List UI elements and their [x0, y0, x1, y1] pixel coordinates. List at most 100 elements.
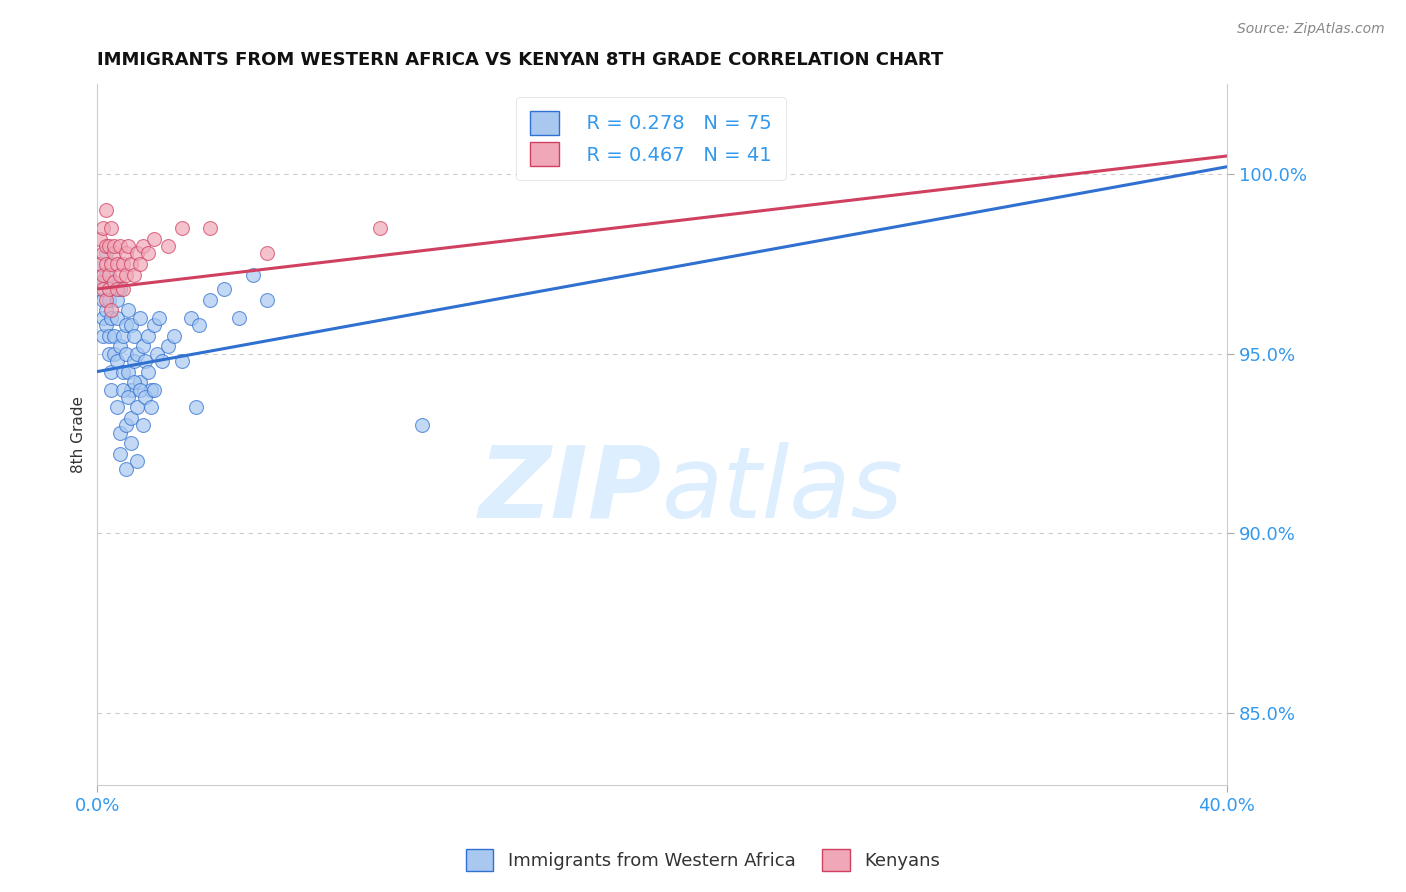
Point — [125, 454, 148, 468]
Point — [91, 275, 114, 289]
Point — [142, 232, 165, 246]
Point — [256, 246, 278, 260]
Point — [105, 353, 128, 368]
Point — [162, 328, 184, 343]
Point — [125, 401, 148, 415]
Point — [105, 293, 128, 307]
Point — [117, 303, 139, 318]
Point — [108, 239, 131, 253]
Point — [180, 310, 202, 325]
Point — [136, 246, 159, 260]
Point — [122, 353, 145, 368]
Point — [120, 257, 142, 271]
Point — [108, 282, 131, 296]
Point — [111, 282, 134, 296]
Point — [150, 353, 173, 368]
Point — [156, 339, 179, 353]
Point — [145, 346, 167, 360]
Point — [131, 239, 153, 253]
Legend:   R = 0.278   N = 75,   R = 0.467   N = 41: R = 0.278 N = 75, R = 0.467 N = 41 — [516, 97, 786, 180]
Point — [134, 353, 156, 368]
Point — [368, 220, 391, 235]
Point — [89, 257, 111, 271]
Point — [120, 411, 142, 425]
Point — [117, 365, 139, 379]
Point — [89, 232, 111, 246]
Point — [117, 390, 139, 404]
Point — [120, 383, 142, 397]
Point — [94, 268, 117, 282]
Point — [103, 246, 125, 260]
Point — [97, 268, 120, 282]
Point — [114, 318, 136, 332]
Point — [111, 383, 134, 397]
Point — [122, 268, 145, 282]
Point — [91, 282, 114, 296]
Point — [214, 282, 236, 296]
Point — [120, 318, 142, 332]
Point — [114, 246, 136, 260]
Point — [170, 353, 193, 368]
Point — [200, 220, 222, 235]
Point — [91, 328, 114, 343]
Point — [97, 346, 120, 360]
Point — [94, 318, 117, 332]
Point — [100, 303, 122, 318]
Point — [125, 246, 148, 260]
Point — [128, 376, 150, 390]
Point — [142, 318, 165, 332]
Point — [114, 268, 136, 282]
Point — [128, 257, 150, 271]
Point — [242, 268, 264, 282]
Point — [100, 257, 122, 271]
Point — [136, 328, 159, 343]
Point — [131, 339, 153, 353]
Point — [100, 383, 122, 397]
Point — [128, 383, 150, 397]
Point — [94, 202, 117, 217]
Point — [89, 257, 111, 271]
Point — [111, 365, 134, 379]
Point — [94, 239, 117, 253]
Point — [89, 282, 111, 296]
Point — [188, 318, 211, 332]
Point — [108, 339, 131, 353]
Point — [105, 282, 128, 296]
Point — [108, 425, 131, 440]
Point — [97, 239, 120, 253]
Text: IMMIGRANTS FROM WESTERN AFRICA VS KENYAN 8TH GRADE CORRELATION CHART: IMMIGRANTS FROM WESTERN AFRICA VS KENYAN… — [97, 51, 943, 69]
Point — [91, 293, 114, 307]
Point — [91, 246, 114, 260]
Point — [91, 220, 114, 235]
Point — [136, 365, 159, 379]
Point — [103, 239, 125, 253]
Point — [125, 346, 148, 360]
Point — [97, 282, 120, 296]
Point — [94, 303, 117, 318]
Point — [103, 346, 125, 360]
Point — [91, 268, 114, 282]
Point — [139, 383, 162, 397]
Point — [122, 328, 145, 343]
Point — [94, 257, 117, 271]
Text: ZIP: ZIP — [479, 442, 662, 539]
Point — [170, 220, 193, 235]
Point — [94, 246, 117, 260]
Point — [117, 239, 139, 253]
Point — [100, 220, 122, 235]
Y-axis label: 8th Grade: 8th Grade — [72, 396, 86, 473]
Text: Source: ZipAtlas.com: Source: ZipAtlas.com — [1237, 22, 1385, 37]
Point — [111, 257, 134, 271]
Point — [100, 275, 122, 289]
Point — [114, 461, 136, 475]
Point — [105, 401, 128, 415]
Point — [139, 401, 162, 415]
Point — [411, 418, 433, 433]
Point — [103, 275, 125, 289]
Point — [134, 390, 156, 404]
Point — [200, 293, 222, 307]
Text: atlas: atlas — [662, 442, 904, 539]
Point — [256, 293, 278, 307]
Point — [142, 383, 165, 397]
Point — [131, 418, 153, 433]
